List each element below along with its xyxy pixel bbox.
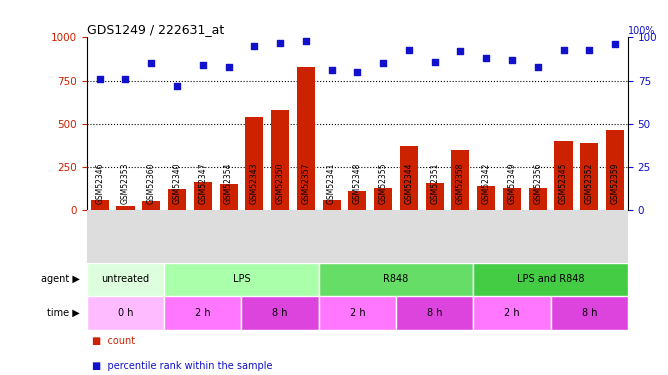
Bar <box>606 130 624 210</box>
Text: time ▶: time ▶ <box>47 308 80 318</box>
Point <box>94 76 105 82</box>
Bar <box>580 143 599 210</box>
Point <box>249 43 260 49</box>
Point <box>326 67 337 73</box>
Bar <box>241 296 319 330</box>
Bar <box>426 183 444 210</box>
Bar <box>400 146 418 210</box>
Point <box>558 46 569 53</box>
Point <box>430 58 440 64</box>
Point <box>455 48 466 54</box>
Bar <box>474 262 628 296</box>
Text: 2 h: 2 h <box>195 308 210 318</box>
Point <box>120 76 131 82</box>
Bar <box>374 188 392 210</box>
Point <box>610 41 621 47</box>
Point <box>506 57 517 63</box>
Bar <box>529 188 546 210</box>
Point <box>352 69 363 75</box>
Bar <box>142 201 160 210</box>
Point <box>172 83 182 89</box>
Point <box>481 55 492 61</box>
Point <box>403 46 414 53</box>
Bar <box>319 262 474 296</box>
Bar <box>396 296 474 330</box>
Text: 0 h: 0 h <box>118 308 133 318</box>
Text: 8 h: 8 h <box>273 308 288 318</box>
Bar <box>220 184 238 210</box>
Bar <box>194 182 212 210</box>
Bar <box>554 141 572 210</box>
Text: R848: R848 <box>383 274 409 284</box>
Bar <box>477 186 495 210</box>
Text: 100%: 100% <box>628 26 655 36</box>
Bar <box>474 296 550 330</box>
Bar <box>323 200 341 210</box>
Point <box>378 60 389 66</box>
Text: LPS and R848: LPS and R848 <box>517 274 584 284</box>
Text: ■  percentile rank within the sample: ■ percentile rank within the sample <box>92 361 273 371</box>
Text: LPS: LPS <box>232 274 250 284</box>
Bar <box>297 67 315 210</box>
Bar <box>168 189 186 210</box>
Bar <box>319 296 396 330</box>
Bar <box>503 188 521 210</box>
Text: 8 h: 8 h <box>427 308 442 318</box>
Bar <box>87 296 164 330</box>
Bar <box>164 296 241 330</box>
Point <box>275 40 285 46</box>
Point <box>301 38 311 44</box>
Point <box>223 64 234 70</box>
Text: 2 h: 2 h <box>349 308 365 318</box>
Point <box>198 62 208 68</box>
Text: GDS1249 / 222631_at: GDS1249 / 222631_at <box>87 23 224 36</box>
Point <box>584 46 595 53</box>
Text: 8 h: 8 h <box>582 308 597 318</box>
Bar <box>271 110 289 210</box>
Bar <box>349 191 367 210</box>
Text: agent ▶: agent ▶ <box>41 274 80 284</box>
Bar <box>91 200 109 210</box>
Text: untreated: untreated <box>102 274 150 284</box>
Bar <box>245 117 263 210</box>
Point <box>532 64 543 70</box>
Text: ■  count: ■ count <box>92 336 136 346</box>
Bar <box>452 150 470 210</box>
Bar <box>87 262 164 296</box>
Bar <box>164 262 319 296</box>
Bar <box>550 296 628 330</box>
Point <box>146 60 156 66</box>
Bar <box>116 206 134 210</box>
Text: 2 h: 2 h <box>504 308 520 318</box>
